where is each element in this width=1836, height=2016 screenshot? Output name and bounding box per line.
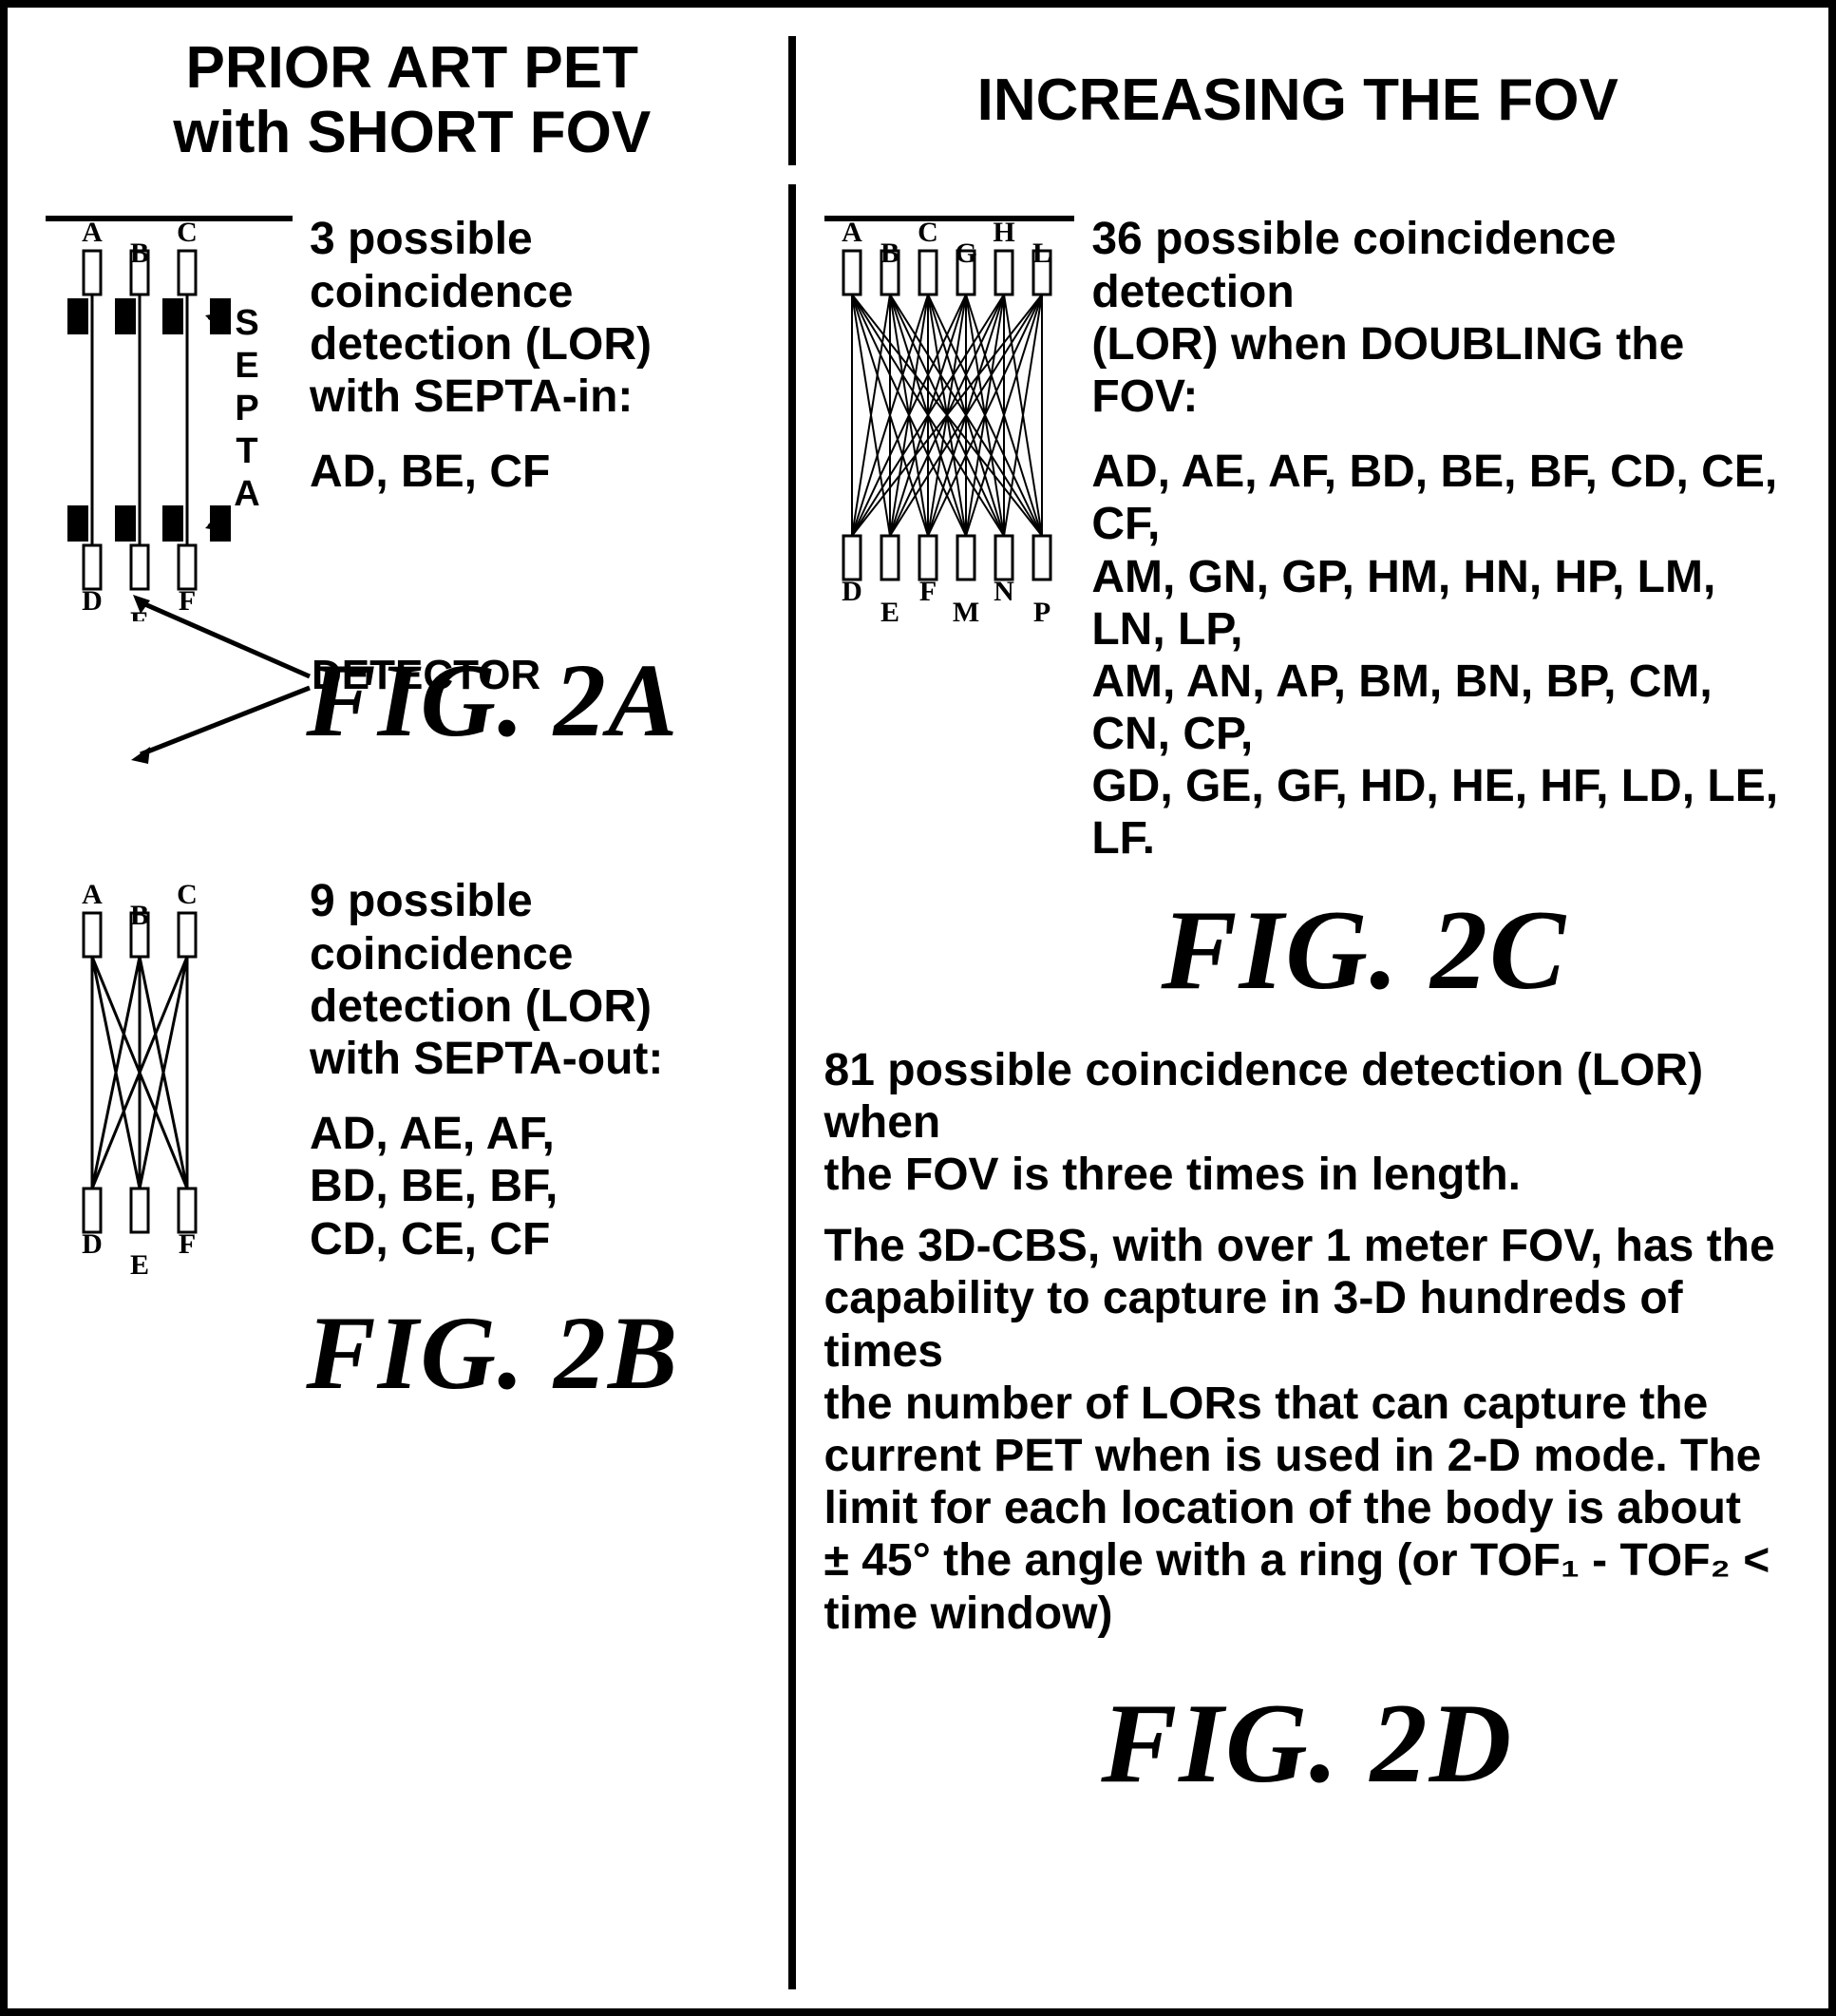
diagram-fig2c: ABCGHL DEFMNP [824,213,1075,621]
svg-text:D: D [82,1228,103,1260]
header-divider [788,36,796,165]
svg-text:E: E [130,606,149,621]
svg-text:P: P [1032,597,1050,621]
svg-text:B: B [880,238,899,269]
svg-text:D: D [82,585,103,617]
panel-fig2c: ABCGHL DEFMNP 36 possible coincidence de… [824,213,1790,865]
fig2d-para2: The 3D-CBS, with over 1 meter FOV, has t… [824,1220,1790,1640]
fig2b-text: 9 possible coincidence detection (LOR) w… [310,875,663,1265]
septa-label: SEPTA [226,303,267,517]
svg-text:F: F [179,585,196,617]
svg-text:D: D [842,576,862,607]
figref-2c: FIG. 2C [938,884,1790,1016]
svg-text:F: F [179,1228,196,1260]
fig2c-text: 36 possible coincidence detection (LOR) … [1091,213,1790,865]
svg-text:E: E [880,597,899,621]
svg-text:B: B [130,238,149,269]
panel-fig2a: SEPTA ABC DEF [46,213,779,621]
header-left: PRIOR ART PET with SHORT FOV [46,36,779,165]
svg-text:L: L [1032,238,1051,269]
svg-text:C: C [177,879,198,910]
figref-2d: FIG. 2D [824,1678,1790,1809]
header-left-line2: with SHORT FOV [173,100,651,165]
svg-text:E: E [130,1249,149,1274]
main-divider [788,184,796,1989]
svg-text:M: M [952,597,978,621]
detector-callout: DETECTOR [312,652,540,699]
header-right-text: INCREASING THE FOV [977,68,1618,133]
svg-text:H: H [993,217,1014,248]
panel-fig2b: ABC D E F 9 possible coincidence detection… [46,875,779,1274]
fig2d-para1: 81 possible coincidence detection (LOR) … [824,1044,1790,1202]
diagram-fig2b: ABC D E F [46,875,293,1274]
fig2a-text: 3 possible coincidence detection (LOR) w… [310,213,652,498]
svg-text:C: C [918,217,938,248]
svg-text:F: F [918,576,936,607]
svg-text:B: B [130,900,149,931]
svg-text:G: G [955,238,976,269]
svg-text:A: A [82,879,103,910]
header-left-line1: PRIOR ART PET [186,35,639,101]
figref-2b: FIG. 2B [207,1293,779,1414]
svg-text:A: A [842,217,862,248]
svg-text:N: N [994,576,1014,607]
header-right: INCREASING THE FOV [805,36,1790,165]
